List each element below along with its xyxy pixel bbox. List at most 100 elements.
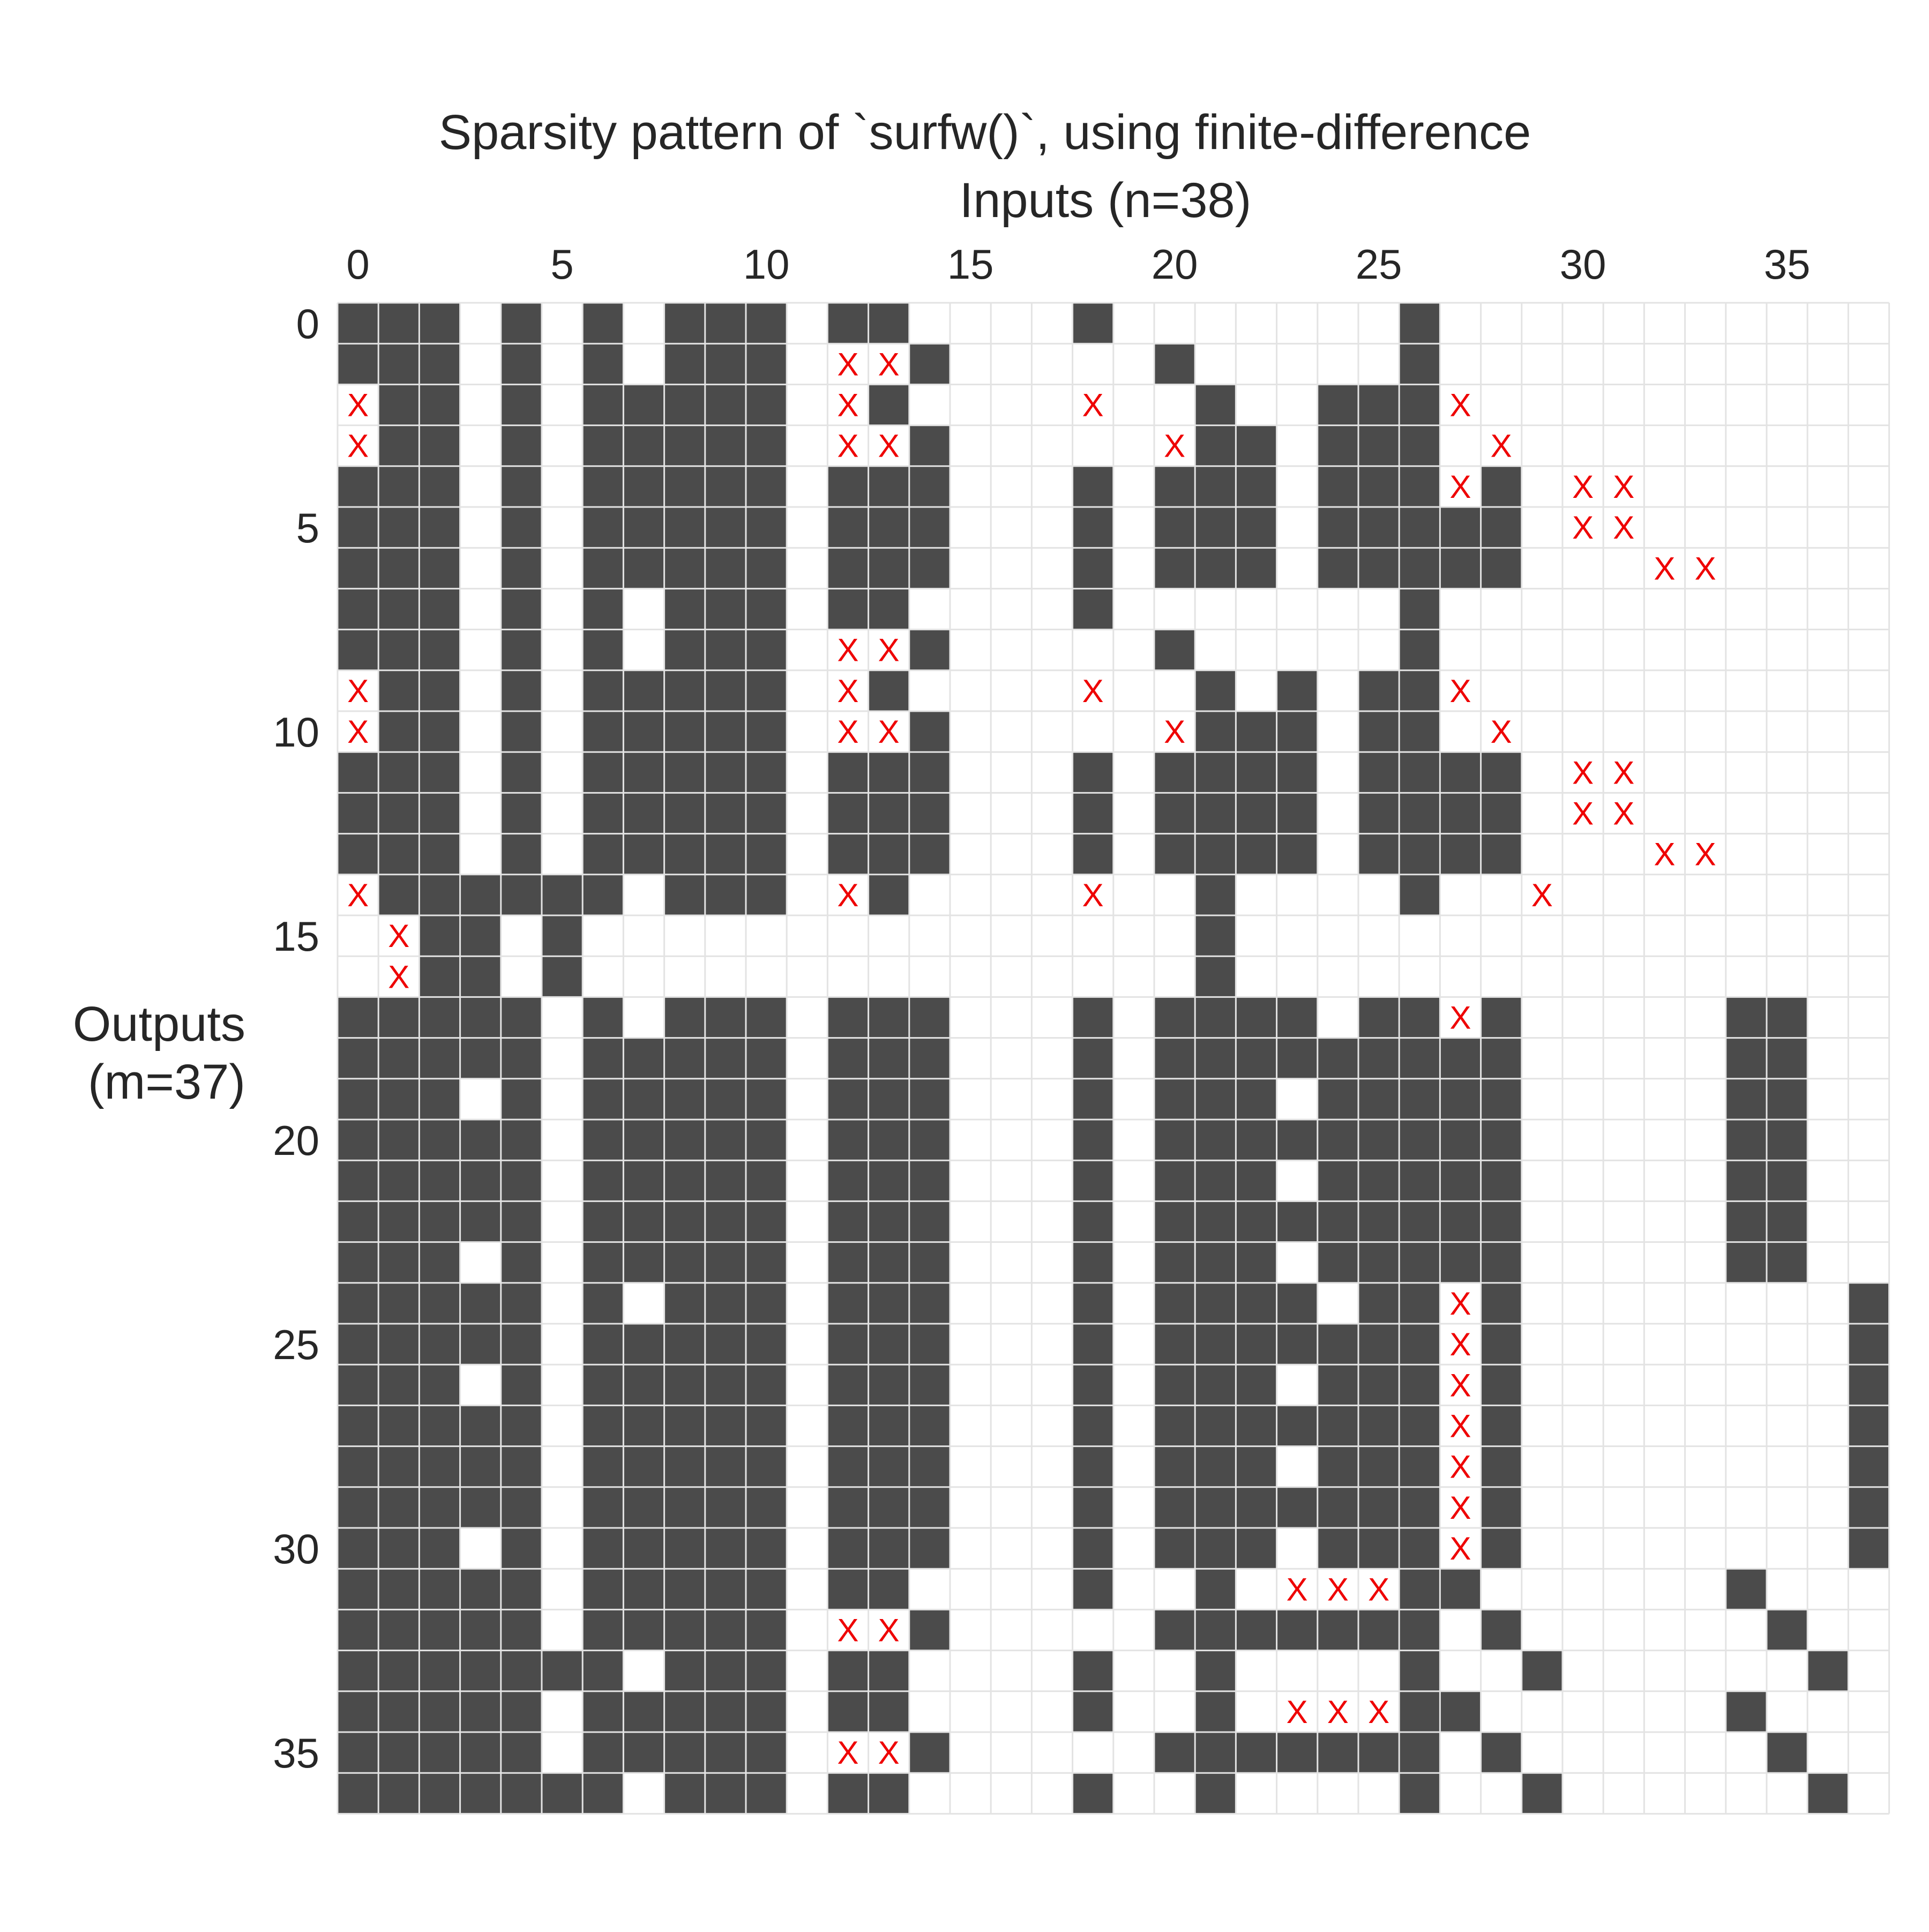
- heatmap-cell: [460, 874, 501, 915]
- heatmap-cell: [868, 1691, 909, 1732]
- heatmap-cell: [542, 1650, 583, 1691]
- heatmap-cell: [623, 1038, 664, 1079]
- heatmap-cell: [1358, 384, 1400, 426]
- heatmap-cell: [1440, 1120, 1481, 1161]
- heatmap-cell: [664, 1650, 705, 1691]
- heatmap-cell: [1154, 1282, 1195, 1324]
- heatmap-cell: [623, 1609, 664, 1651]
- heatmap-cell: [1276, 1201, 1318, 1242]
- heatmap-cell: [705, 997, 746, 1038]
- heatmap-cell: [1195, 915, 1236, 957]
- x-tick-label: 20: [1152, 241, 1198, 288]
- heatmap-cell: [1399, 303, 1440, 344]
- heatmap-cell: [1072, 1691, 1113, 1732]
- heatmap-cell: [664, 1160, 705, 1202]
- heatmap-cell: [1317, 1160, 1358, 1202]
- heatmap-cell: [827, 1405, 869, 1446]
- heatmap-cell: [1399, 384, 1440, 426]
- heatmap-cell: [460, 1201, 501, 1242]
- mismatch-mark: X: [1491, 714, 1512, 750]
- heatmap-cell: [1481, 466, 1522, 507]
- heatmap-cell: [500, 833, 542, 875]
- heatmap-cell: [909, 1609, 950, 1651]
- heatmap-cell: [1236, 548, 1277, 589]
- heatmap-cell: [1276, 1120, 1318, 1161]
- heatmap-cell: [1236, 425, 1277, 466]
- heatmap-cell: [460, 1487, 501, 1528]
- x-tick-label: 0: [346, 241, 369, 288]
- heatmap-cell: [1399, 1487, 1440, 1528]
- heatmap-cell: [1848, 1405, 1889, 1446]
- heatmap-cell: [746, 1569, 787, 1610]
- heatmap-cell: [419, 1691, 460, 1732]
- heatmap-cell: [378, 384, 420, 426]
- mismatch-mark: X: [1572, 796, 1594, 832]
- heatmap-cell: [1358, 507, 1400, 548]
- heatmap-cell: [623, 1242, 664, 1283]
- heatmap-cell: [419, 548, 460, 589]
- heatmap-cell: [1358, 1487, 1400, 1528]
- heatmap-cell: [1399, 344, 1440, 385]
- heatmap-cell: [378, 466, 420, 507]
- heatmap-cell: [664, 548, 705, 589]
- mismatch-mark: X: [1327, 1571, 1349, 1607]
- heatmap-cell: [1848, 1528, 1889, 1569]
- heatmap-cell: [419, 997, 460, 1038]
- mismatch-mark: X: [1368, 1571, 1389, 1607]
- heatmap-cell: [664, 711, 705, 752]
- heatmap-cell: [338, 1732, 379, 1773]
- heatmap-cell: [827, 1569, 869, 1610]
- heatmap-cell: [1276, 1038, 1318, 1079]
- heatmap-cell: [582, 1609, 624, 1651]
- heatmap-cell: [1154, 507, 1195, 548]
- heatmap-cell: [664, 425, 705, 466]
- heatmap-cell: [705, 1650, 746, 1691]
- heatmap-cell: [378, 793, 420, 834]
- heatmap-cell: [827, 548, 869, 589]
- heatmap-cell: [338, 1446, 379, 1487]
- heatmap-cell: [542, 1773, 583, 1814]
- heatmap-cell: [1195, 1120, 1236, 1161]
- heatmap-cell: [338, 1324, 379, 1365]
- heatmap-cell: [1399, 1324, 1440, 1365]
- heatmap-cell: [705, 1691, 746, 1732]
- heatmap-cell: [664, 344, 705, 385]
- heatmap-cell: [419, 874, 460, 915]
- heatmap-cell: [664, 1487, 705, 1528]
- heatmap-cell: [582, 670, 624, 711]
- heatmap-cell: [1236, 1282, 1277, 1324]
- heatmap-cell: [500, 1324, 542, 1365]
- mismatch-mark: X: [347, 714, 369, 750]
- heatmap-cell: [705, 1773, 746, 1814]
- heatmap-cell: [827, 1120, 869, 1161]
- heatmap-cell: [746, 793, 787, 834]
- heatmap-cell: [500, 507, 542, 548]
- heatmap-cell: [1399, 1691, 1440, 1732]
- heatmap-cell: [338, 548, 379, 589]
- heatmap-cell: [460, 1569, 501, 1610]
- heatmap-cell: [460, 1446, 501, 1487]
- mismatch-mark: X: [837, 877, 858, 913]
- mismatch-mark: X: [388, 918, 409, 954]
- heatmap-cell: [378, 1650, 420, 1691]
- heatmap-cell: [827, 507, 869, 548]
- heatmap-cell: [1195, 1160, 1236, 1202]
- mismatch-mark: X: [1449, 469, 1471, 505]
- heatmap-cell: [460, 1160, 501, 1202]
- heatmap-cell: [746, 1691, 787, 1732]
- heatmap-cell: [460, 915, 501, 957]
- heatmap-cell: [500, 1732, 542, 1773]
- heatmap-cell: [1276, 1609, 1318, 1651]
- heatmap-cell: [827, 1364, 869, 1406]
- heatmap-cell: [1399, 793, 1440, 834]
- heatmap-cell: [1276, 997, 1318, 1038]
- heatmap-cell: [338, 466, 379, 507]
- heatmap-cell: [868, 1078, 909, 1120]
- heatmap-cell: [664, 997, 705, 1038]
- heatmap-cell: [623, 670, 664, 711]
- heatmap-cell: [909, 1732, 950, 1773]
- heatmap-cell: [664, 1120, 705, 1161]
- heatmap-cell: [868, 1487, 909, 1528]
- heatmap-cell: [1195, 833, 1236, 875]
- heatmap-cell: [1481, 1732, 1522, 1773]
